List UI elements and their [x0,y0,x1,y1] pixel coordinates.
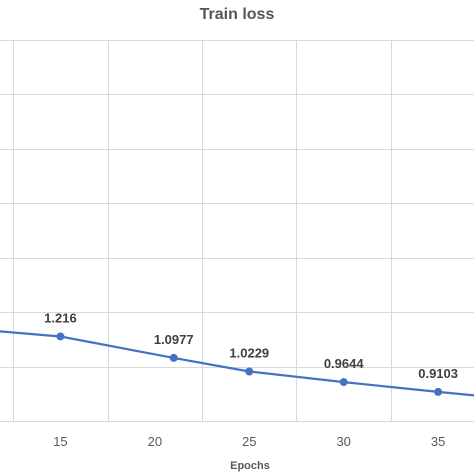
series-line [0,330,474,397]
gridlines [0,40,474,422]
data-point [169,353,178,362]
x-tick-label: 25 [242,434,256,449]
data-point [245,367,254,376]
data-label: 0.9103 [418,366,458,381]
x-axis-label: Epochs [230,460,270,472]
data-label: 1.216 [44,310,77,325]
data-point [434,387,443,396]
data-label: 0.9644 [324,356,365,371]
x-tick-label: 30 [336,434,350,449]
data-point [339,378,348,387]
series-layer: 1.216 1.0977 1.0229 0.9644 0.9103 [0,310,474,397]
x-tick-labels: 15 20 25 30 35 [53,434,445,449]
chart-title: Train loss [200,6,275,23]
data-point [56,332,65,341]
x-tick-label: 35 [431,434,445,449]
x-tick-label: 15 [53,434,67,449]
data-label: 1.0229 [229,345,269,360]
x-tick-label: 20 [148,434,162,449]
data-label: 1.0977 [154,332,194,347]
